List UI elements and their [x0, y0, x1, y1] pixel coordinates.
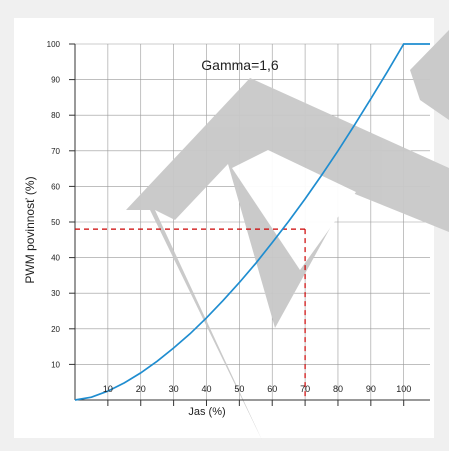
- y-tick-labels: 10 20 30 40 50 60 70 80 90 100: [47, 40, 75, 369]
- y-tick-label: 40: [51, 254, 60, 263]
- series-layer: [74, 43, 430, 401]
- watermark-arrows: [126, 30, 449, 440]
- x-tick-label: 100: [396, 384, 411, 394]
- x-tick-label: 70: [300, 384, 310, 394]
- x-axis-label: Jas (%): [188, 406, 225, 418]
- y-axis-label: PWM povinnosť (%): [23, 176, 37, 283]
- y-tick-label: 50: [51, 218, 60, 227]
- y-tick-label: 60: [51, 182, 60, 191]
- x-tick-label: 50: [234, 384, 244, 394]
- watermark-arrow-shape: [232, 150, 356, 270]
- y-tick-label: 10: [51, 360, 60, 369]
- x-tick-label: 30: [169, 384, 179, 394]
- plot-panel: [14, 18, 434, 438]
- y-tick-label: 20: [51, 325, 60, 334]
- y-tick-label: 90: [51, 76, 60, 85]
- x-tick-label: 90: [366, 384, 376, 394]
- chart-title: Gamma=1,6: [201, 57, 279, 73]
- reference-lines: [75, 228, 306, 400]
- watermark-arrow-shape: [410, 30, 449, 120]
- x-tick-label: 80: [333, 384, 343, 394]
- x-tick-label: 20: [136, 384, 146, 394]
- y-tick-label: 80: [51, 111, 60, 120]
- x-tick-label: 10: [103, 384, 113, 394]
- series-line: [74, 43, 430, 401]
- y-tick-label: 30: [51, 289, 60, 298]
- x-tick-labels: 10 20 30 40 50 60 70 80 90 100: [103, 384, 411, 406]
- y-tick-label: 70: [51, 147, 60, 156]
- watermark-arrow-shape: [126, 78, 449, 440]
- y-tick-label: 100: [47, 40, 61, 49]
- x-tick-label: 60: [267, 384, 277, 394]
- x-tick-label: 40: [201, 384, 211, 394]
